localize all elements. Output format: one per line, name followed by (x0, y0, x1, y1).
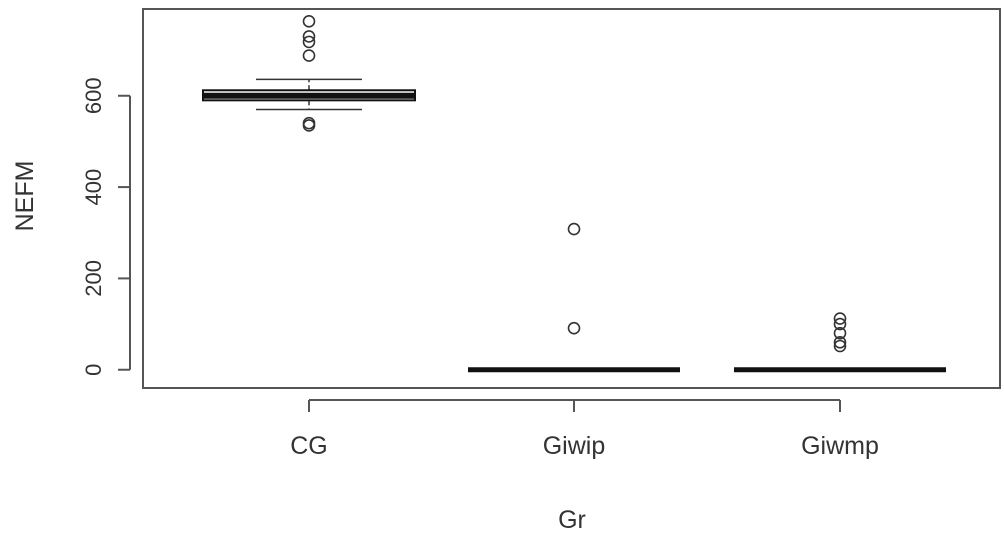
outlier-point (302, 30, 316, 43)
box-giwip (468, 222, 680, 373)
y-axis: 0 200 400 600 (81, 77, 131, 376)
plot-frame (142, 8, 1001, 389)
outlier-point (833, 339, 847, 353)
outlier-point (302, 15, 316, 28)
x-axis-title: Gr (558, 506, 586, 534)
y-axis-title: NEFM (11, 161, 39, 232)
boxes (202, 15, 946, 373)
x-tick-label: Giwmp (801, 432, 879, 460)
box-giwmp (734, 312, 946, 373)
outlier-point (833, 336, 847, 349)
outlier-point (567, 222, 581, 236)
outlier-point (302, 49, 316, 62)
box-cg (202, 15, 416, 132)
outlier-point (567, 321, 581, 335)
y-tick-label: 200 (81, 260, 106, 297)
y-tick-label: 0 (81, 364, 106, 376)
outlier-point (833, 326, 847, 340)
outlier-point (302, 119, 316, 132)
y-tick-label: 600 (81, 77, 106, 114)
outlier-point (833, 312, 847, 325)
x-axis: CG Giwip Giwmp (290, 399, 879, 460)
outlier-point (302, 35, 316, 49)
x-tick-label: CG (290, 432, 328, 460)
x-tick-label: Giwip (543, 432, 606, 460)
y-tick-label: 400 (81, 169, 106, 206)
outlier-point (833, 317, 847, 331)
